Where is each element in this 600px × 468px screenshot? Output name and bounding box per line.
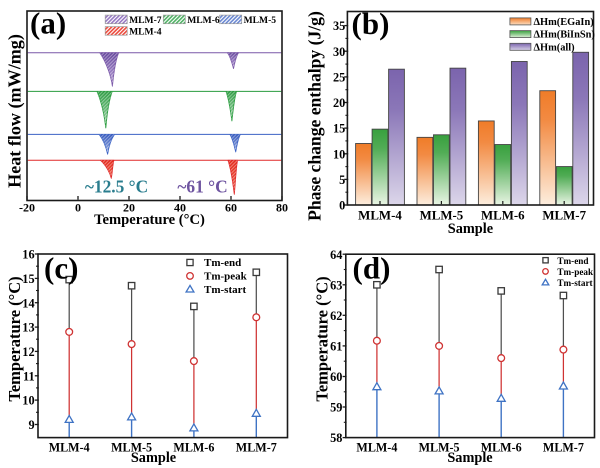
svg-text:MLM-5: MLM-5 [244,15,277,26]
svg-text:MLM-4: MLM-4 [358,208,402,222]
svg-text:Sample: Sample [131,450,176,466]
svg-text:Tm-start: Tm-start [204,284,246,296]
svg-text:Heat flow (mW/mg): Heat flow (mW/mg) [5,34,26,188]
svg-text:MLM-6: MLM-6 [481,440,522,454]
svg-text:61: 61 [330,340,342,354]
svg-text:40: 40 [174,201,186,215]
svg-text:Tm-end: Tm-end [204,257,241,269]
svg-text:Sample: Sample [447,450,492,466]
svg-text:Phase change enthalpy (J/g): Phase change enthalpy (J/g) [304,11,324,221]
svg-text:ΔHm(all): ΔHm(all) [534,42,575,53]
svg-text:Tm-end: Tm-end [557,256,588,266]
svg-text:MLM-5: MLM-5 [111,440,152,454]
svg-text:Temperature (°C): Temperature (°C) [5,276,24,401]
svg-text:MLM-7: MLM-7 [542,208,586,222]
svg-text:~61 °C: ~61 °C [177,176,227,196]
svg-text:15: 15 [22,272,34,286]
svg-text:0: 0 [339,199,345,213]
svg-text:ΔHm(BiInSn): ΔHm(BiInSn) [534,30,595,41]
svg-text:MLM-7: MLM-7 [543,440,584,454]
svg-text:14: 14 [22,296,34,310]
svg-text:Sample: Sample [448,221,493,237]
svg-text:12: 12 [22,345,34,359]
svg-text:MLM-5: MLM-5 [419,440,460,454]
svg-text:MLM-6: MLM-6 [481,208,525,222]
svg-text:MLM-7: MLM-7 [236,440,277,454]
svg-text:MLM-6: MLM-6 [173,440,214,454]
svg-text:9: 9 [28,418,34,432]
svg-text:11: 11 [23,369,35,383]
svg-text:(b): (b) [352,6,390,41]
svg-text:Temperature (°C): Temperature (°C) [94,212,205,228]
svg-text:16: 16 [22,248,34,262]
svg-text:63: 63 [330,278,342,292]
svg-text:MLM-6: MLM-6 [187,15,220,26]
svg-text:0: 0 [75,201,81,215]
svg-text:64: 64 [330,248,342,262]
svg-text:25: 25 [333,70,345,84]
svg-text:5: 5 [339,173,345,187]
svg-text:Tm-peak: Tm-peak [204,271,248,283]
svg-text:(d): (d) [353,250,391,285]
svg-text:20: 20 [123,201,135,215]
svg-text:ΔHm(EGaIn): ΔHm(EGaIn) [534,17,594,28]
svg-text:13: 13 [22,321,34,335]
svg-text:20: 20 [333,96,345,110]
svg-text:Tm-start: Tm-start [557,278,593,288]
svg-text:(a): (a) [30,6,66,41]
svg-text:Temperature (°C): Temperature (°C) [312,276,331,401]
svg-text:62: 62 [330,309,342,323]
svg-text:MLM-4: MLM-4 [129,26,162,37]
svg-text:15: 15 [333,122,345,136]
svg-text:10: 10 [22,394,34,408]
svg-text:-20: -20 [19,201,35,215]
svg-text:MLM-5: MLM-5 [420,208,464,222]
svg-text:MLM-4: MLM-4 [49,440,90,454]
svg-text:10: 10 [333,147,345,161]
svg-text:30: 30 [333,45,345,59]
svg-text:(c): (c) [44,250,78,285]
svg-text:Tm-peak: Tm-peak [557,267,594,277]
svg-text:MLM-4: MLM-4 [356,440,397,454]
svg-text:60: 60 [330,370,342,384]
svg-text:60: 60 [225,201,237,215]
svg-text:MLM-7: MLM-7 [129,15,162,26]
svg-text:59: 59 [330,401,342,415]
svg-text:35: 35 [333,19,345,33]
svg-text:~12.5 °C: ~12.5 °C [85,176,148,196]
svg-text:80: 80 [276,201,288,215]
svg-text:58: 58 [330,431,342,445]
